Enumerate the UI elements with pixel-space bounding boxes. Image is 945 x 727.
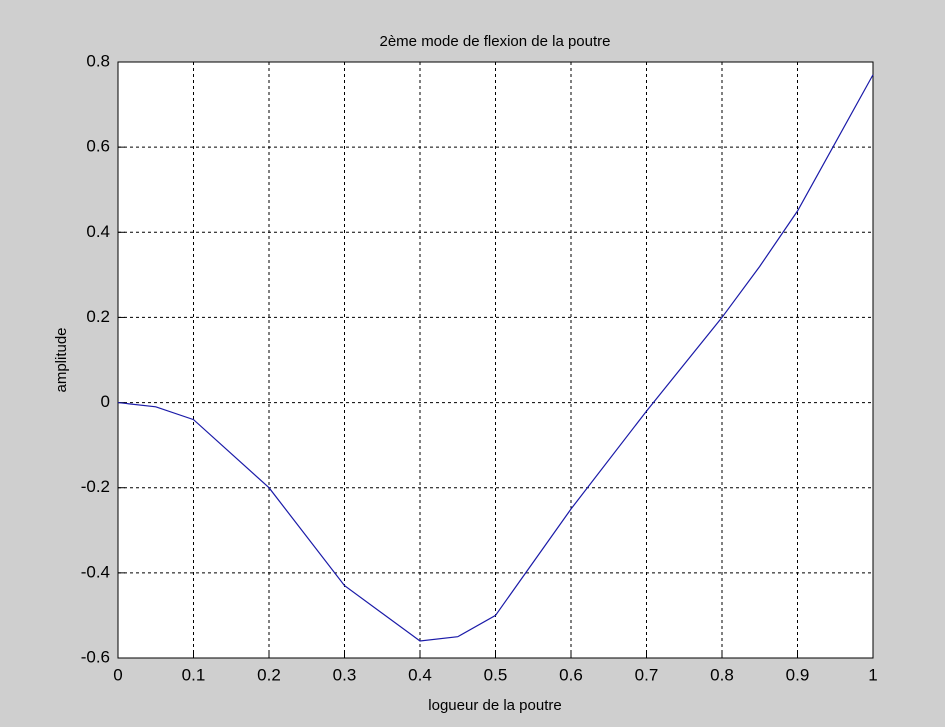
- x-tick-label: 0.7: [635, 665, 659, 684]
- y-tick-label: -0.6: [81, 647, 110, 666]
- axes-box: [117, 61, 874, 659]
- x-tick-label: 0.4: [408, 665, 432, 684]
- chart-title: 2ème mode de flexion de la poutre: [380, 33, 611, 50]
- x-tick-label: 0.9: [786, 665, 810, 684]
- y-tick-label: -0.4: [81, 562, 110, 581]
- x-tick-label: 0.6: [559, 665, 583, 684]
- y-tick-label: 0.4: [86, 222, 110, 241]
- x-tick-label: 0.3: [333, 665, 357, 684]
- x-tick-label: 0: [113, 665, 122, 684]
- data-line: [117, 74, 874, 642]
- y-tick-label: 0.6: [86, 137, 110, 156]
- y-tick-label: 0: [101, 392, 110, 411]
- x-tick-label: 0.8: [710, 665, 734, 684]
- y-axis-label: amplitude: [53, 327, 70, 392]
- x-tick-label: 0.1: [182, 665, 206, 684]
- y-tick-label: -0.2: [81, 477, 110, 496]
- x-tick-label: 0.2: [257, 665, 281, 684]
- plot-area: [118, 62, 873, 658]
- y-tick-label: 0.8: [86, 51, 110, 70]
- x-tick-label: 0.5: [484, 665, 508, 684]
- y-tick-label: 0.2: [86, 307, 110, 326]
- x-axis-label: logueur de la poutre: [428, 697, 561, 714]
- x-tick-label: 1: [868, 665, 877, 684]
